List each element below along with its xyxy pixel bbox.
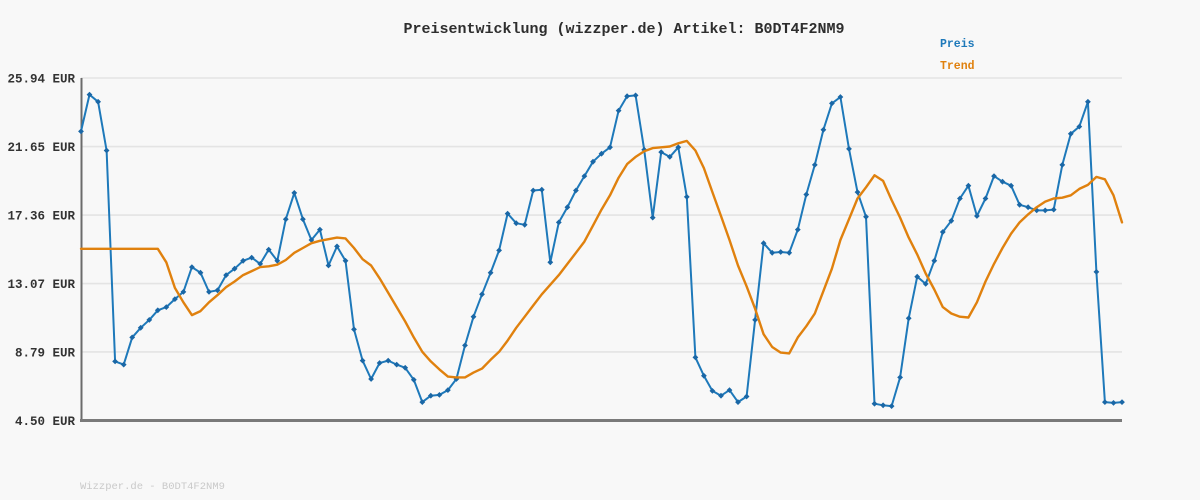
chart-legend: Preis Trend [940, 34, 975, 78]
svg-text:8.79 EUR: 8.79 EUR [15, 346, 76, 360]
y-axis-labels: 25.94 EUR 21.65 EUR 17.36 EUR 13.07 EUR 8.79… [7, 73, 75, 430]
axis-spines [80, 78, 1122, 422]
svg-text:17.36 EUR: 17.36 EUR [7, 210, 75, 224]
svg-text:4.50 EUR: 4.50 EUR [15, 415, 76, 429]
svg-text:13.07 EUR: 13.07 EUR [7, 278, 75, 292]
watermark-text: Wizzper.de - B0DT4F2NM9 [80, 481, 225, 493]
svg-text:21.65 EUR: 21.65 EUR [7, 141, 75, 155]
legend-item-preis: Preis [940, 38, 975, 51]
svg-text:25.94 EUR: 25.94 EUR [7, 73, 75, 87]
trend-line [79, 139, 1124, 379]
price-markers [78, 91, 1125, 409]
chart-title: Preisentwicklung (wizzper.de) Artikel: B… [403, 21, 845, 38]
gridlines [81, 77, 1122, 422]
legend-item-trend: Trend [940, 60, 975, 73]
price-line [80, 93, 1123, 408]
